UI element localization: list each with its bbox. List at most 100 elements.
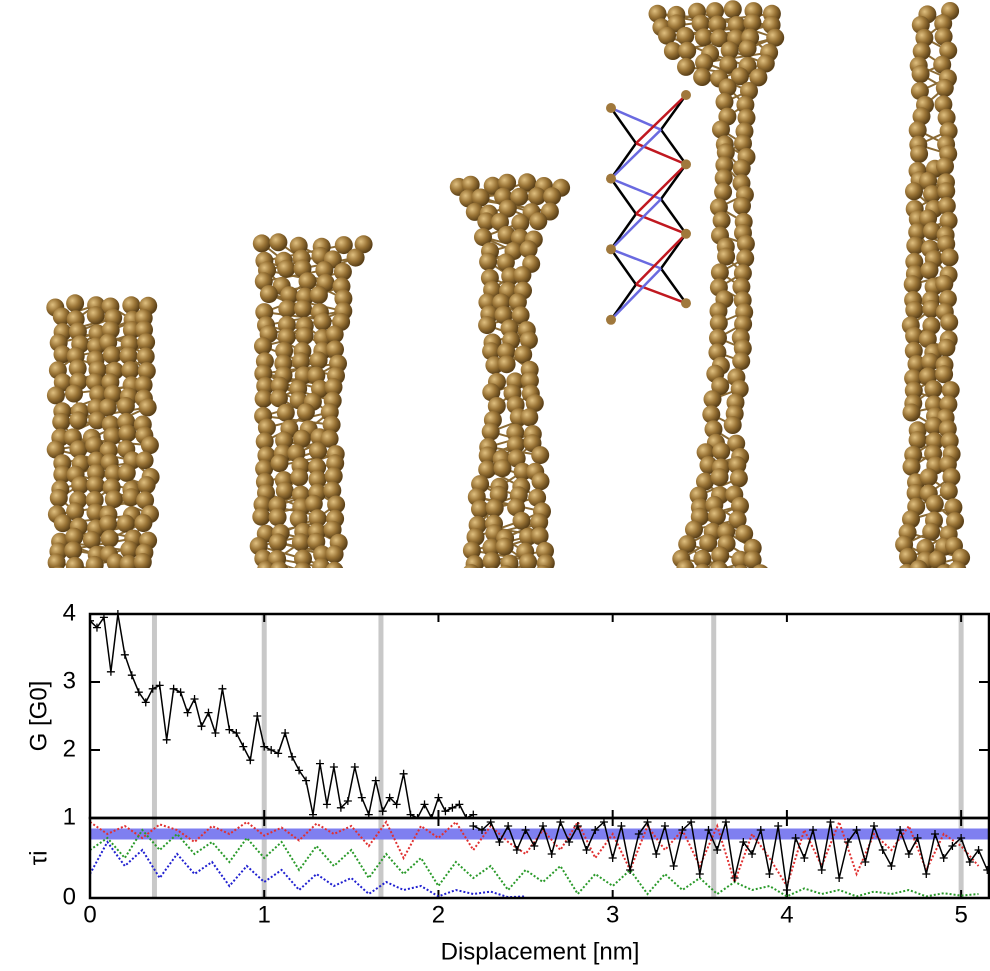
atom — [678, 535, 697, 554]
point-marker — [176, 688, 185, 697]
point-marker — [246, 756, 255, 765]
atom — [135, 451, 154, 470]
y-tick-label: 3 — [63, 667, 76, 694]
point-marker — [155, 681, 164, 690]
atom — [324, 378, 343, 397]
atom — [494, 306, 513, 324]
x-tick-label: 3 — [606, 901, 619, 928]
atom — [103, 384, 122, 403]
atom — [511, 214, 530, 232]
atom — [53, 345, 72, 364]
atom — [69, 440, 88, 459]
atom — [709, 314, 728, 333]
atom — [706, 2, 724, 21]
chain-atom — [681, 228, 691, 239]
atom — [937, 338, 956, 357]
atom — [928, 550, 947, 568]
chain-bond — [610, 128, 662, 180]
atom — [499, 565, 513, 568]
atom — [933, 55, 952, 74]
point-marker — [357, 793, 366, 802]
atom — [294, 549, 312, 568]
atom — [922, 300, 941, 318]
y-tick-label: 2 — [63, 735, 76, 762]
atom — [121, 361, 140, 380]
atom — [695, 563, 711, 568]
atom — [104, 490, 123, 509]
atom — [663, 42, 682, 60]
atom — [727, 16, 746, 34]
atom — [729, 469, 748, 488]
atom — [709, 328, 727, 347]
atom — [46, 440, 65, 459]
atom — [463, 564, 479, 568]
point-marker — [922, 870, 931, 878]
atom — [99, 514, 117, 533]
atom — [935, 78, 954, 97]
atom — [275, 481, 294, 500]
atom — [65, 527, 84, 546]
atom — [685, 520, 703, 539]
atom — [749, 68, 768, 87]
atom — [712, 120, 730, 139]
point-marker — [427, 814, 436, 818]
atom — [323, 481, 342, 500]
atom — [736, 234, 755, 253]
point-marker — [599, 818, 608, 826]
atom — [939, 41, 958, 60]
atom — [515, 568, 533, 586]
point-marker — [295, 766, 304, 775]
atom — [732, 159, 751, 178]
atom — [530, 513, 549, 532]
atom — [911, 65, 930, 84]
point-marker — [904, 850, 913, 858]
atom — [940, 248, 959, 267]
atom — [102, 571, 120, 589]
point-marker — [930, 830, 939, 838]
atom — [728, 510, 747, 529]
series — [90, 828, 979, 898]
atom — [939, 482, 958, 501]
chain-bond — [659, 267, 688, 304]
point-marker — [478, 826, 487, 834]
atom — [918, 330, 937, 349]
atom — [536, 565, 550, 568]
chain-atom — [606, 173, 616, 184]
atom — [710, 468, 729, 487]
atom — [296, 403, 315, 422]
atom — [736, 249, 755, 268]
atom — [68, 359, 87, 378]
atom — [512, 511, 531, 530]
atom — [294, 299, 312, 318]
x-tick-label: 2 — [432, 901, 445, 928]
atom — [723, 416, 742, 434]
atom — [733, 264, 752, 283]
point-marker — [852, 826, 861, 834]
chain-bond — [609, 177, 638, 215]
atom — [902, 457, 921, 476]
atom — [513, 266, 532, 285]
atom — [49, 489, 68, 507]
atom — [485, 499, 504, 517]
atom — [941, 381, 960, 400]
point-marker — [371, 776, 380, 785]
chain-bond — [635, 232, 687, 286]
point-marker — [288, 752, 297, 761]
series-line — [90, 828, 979, 898]
point-marker — [974, 846, 983, 854]
atom — [496, 253, 515, 272]
atom — [732, 277, 751, 296]
atom — [487, 397, 506, 415]
point-marker — [538, 822, 547, 830]
atom — [65, 384, 83, 403]
atom — [902, 403, 921, 422]
atom — [309, 286, 328, 304]
atom — [134, 514, 153, 533]
atom — [333, 262, 352, 281]
atom — [912, 42, 931, 61]
atom — [136, 347, 155, 366]
point-marker — [469, 822, 478, 830]
atom — [254, 389, 273, 408]
point-marker — [448, 803, 457, 812]
series-line — [90, 840, 526, 898]
